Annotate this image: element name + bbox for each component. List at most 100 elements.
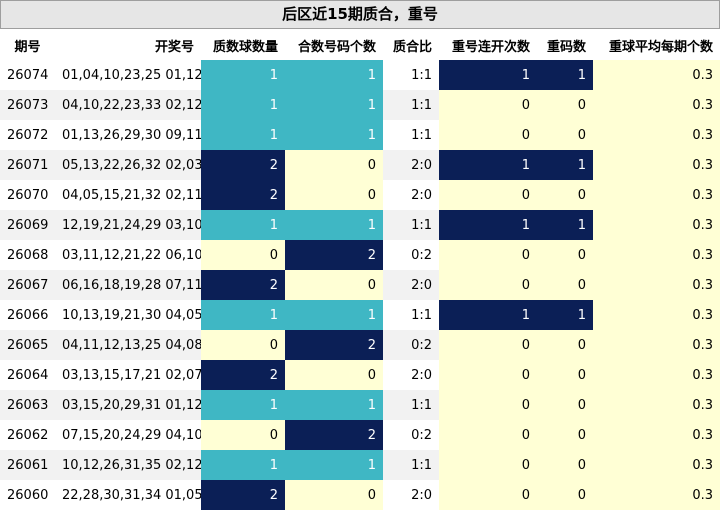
cell-ratio: 0:2: [383, 240, 439, 270]
cell-repeat-average: 0.3: [593, 420, 720, 450]
cell-ratio: 1:1: [383, 390, 439, 420]
cell-numbers: 12,19,21,24,29 03,10: [55, 210, 201, 240]
cell-repeat-count: 0: [537, 330, 593, 360]
cell-period: 26073: [0, 90, 55, 120]
cell-repeat-count: 0: [537, 270, 593, 300]
cell-ratio: 2:0: [383, 180, 439, 210]
cell-ratio: 1:1: [383, 90, 439, 120]
cell-composite-count: 1: [285, 300, 383, 330]
cell-repeat-average: 0.3: [593, 300, 720, 330]
cell-repeat-streak: 1: [439, 150, 537, 180]
cell-repeat-average: 0.3: [593, 150, 720, 180]
table-row: 26068 03,11,12,21,22 06,10 0 2 0:2 0 0 0.3: [0, 240, 720, 270]
cell-ratio: 2:0: [383, 270, 439, 300]
cell-repeat-streak: 1: [439, 210, 537, 240]
cell-period: 26061: [0, 450, 55, 480]
cell-period: 26066: [0, 300, 55, 330]
cell-prime-count: 1: [201, 300, 285, 330]
cell-numbers: 03,13,15,17,21 02,07: [55, 360, 201, 390]
cell-prime-count: 0: [201, 420, 285, 450]
cell-prime-count: 2: [201, 180, 285, 210]
cell-period: 26065: [0, 330, 55, 360]
cell-repeat-streak: 0: [439, 270, 537, 300]
cell-ratio: 0:2: [383, 330, 439, 360]
cell-composite-count: 1: [285, 120, 383, 150]
table-title: 后区近15期质合，重号: [0, 0, 720, 29]
cell-composite-count: 2: [285, 420, 383, 450]
cell-repeat-count: 0: [537, 360, 593, 390]
cell-ratio: 1:1: [383, 120, 439, 150]
header-composite-count: 合数号码个数: [285, 30, 383, 60]
table-row: 26061 10,12,26,31,35 02,12 1 1 1:1 0 0 0.3: [0, 450, 720, 480]
cell-period: 26063: [0, 390, 55, 420]
cell-repeat-average: 0.3: [593, 270, 720, 300]
cell-composite-count: 2: [285, 240, 383, 270]
cell-ratio: 2:0: [383, 150, 439, 180]
cell-repeat-count: 0: [537, 180, 593, 210]
table-row: 26072 01,13,26,29,30 09,11 1 1 1:1 0 0 0.3: [0, 120, 720, 150]
cell-numbers: 01,04,10,23,25 01,12: [55, 60, 201, 90]
cell-repeat-average: 0.3: [593, 120, 720, 150]
cell-repeat-average: 0.3: [593, 240, 720, 270]
cell-ratio: 1:1: [383, 450, 439, 480]
cell-repeat-count: 0: [537, 420, 593, 450]
cell-repeat-streak: 0: [439, 90, 537, 120]
header-ratio: 质合比: [383, 30, 439, 60]
cell-period: 26072: [0, 120, 55, 150]
cell-numbers: 03,11,12,21,22 06,10: [55, 240, 201, 270]
table-row: 26071 05,13,22,26,32 02,03 2 0 2:0 1 1 0.3: [0, 150, 720, 180]
table-body: 26074 01,04,10,23,25 01,12 1 1 1:1 1 1 0.3 26073…: [0, 60, 720, 510]
cell-repeat-count: 0: [537, 450, 593, 480]
cell-repeat-count: 1: [537, 300, 593, 330]
cell-numbers: 06,16,18,19,28 07,11: [55, 270, 201, 300]
table-row: 26073 04,10,22,23,33 02,12 1 1 1:1 0 0 0.3: [0, 90, 720, 120]
cell-period: 26068: [0, 240, 55, 270]
header-row: 期号 开奖号 质数球数量 合数号码个数 质合比 重号连开次数 重码数 重球平均每…: [0, 30, 720, 60]
cell-prime-count: 2: [201, 480, 285, 510]
cell-numbers: 10,12,26,31,35 02,12: [55, 450, 201, 480]
cell-ratio: 0:2: [383, 420, 439, 450]
cell-repeat-streak: 0: [439, 390, 537, 420]
table-row: 26065 04,11,12,13,25 04,08 0 2 0:2 0 0 0.3: [0, 330, 720, 360]
cell-ratio: 1:1: [383, 210, 439, 240]
cell-repeat-average: 0.3: [593, 480, 720, 510]
header-prime-count: 质数球数量: [201, 30, 285, 60]
cell-prime-count: 2: [201, 270, 285, 300]
cell-repeat-count: 1: [537, 60, 593, 90]
cell-period: 26062: [0, 420, 55, 450]
cell-repeat-average: 0.3: [593, 360, 720, 390]
header-period: 期号: [0, 30, 55, 60]
cell-prime-count: 1: [201, 210, 285, 240]
cell-prime-count: 1: [201, 60, 285, 90]
cell-repeat-count: 1: [537, 150, 593, 180]
cell-repeat-streak: 1: [439, 60, 537, 90]
cell-repeat-average: 0.3: [593, 210, 720, 240]
cell-repeat-count: 0: [537, 120, 593, 150]
header-repeat-average: 重球平均每期个数: [593, 30, 720, 60]
cell-composite-count: 1: [285, 210, 383, 240]
cell-repeat-streak: 0: [439, 480, 537, 510]
header-repeat-streak: 重号连开次数: [439, 30, 537, 60]
cell-composite-count: 0: [285, 150, 383, 180]
cell-numbers: 01,13,26,29,30 09,11: [55, 120, 201, 150]
cell-repeat-count: 0: [537, 90, 593, 120]
cell-repeat-streak: 0: [439, 240, 537, 270]
cell-prime-count: 0: [201, 330, 285, 360]
header-numbers: 开奖号: [55, 30, 201, 60]
cell-repeat-count: 1: [537, 210, 593, 240]
cell-prime-count: 1: [201, 450, 285, 480]
table-row: 26067 06,16,18,19,28 07,11 2 0 2:0 0 0 0.3: [0, 270, 720, 300]
cell-repeat-streak: 0: [439, 180, 537, 210]
cell-prime-count: 1: [201, 90, 285, 120]
cell-composite-count: 0: [285, 180, 383, 210]
cell-prime-count: 1: [201, 390, 285, 420]
cell-prime-count: 2: [201, 150, 285, 180]
cell-repeat-count: 0: [537, 480, 593, 510]
cell-repeat-count: 0: [537, 240, 593, 270]
cell-repeat-count: 0: [537, 390, 593, 420]
cell-composite-count: 2: [285, 330, 383, 360]
cell-prime-count: 0: [201, 240, 285, 270]
header-repeat-count: 重码数: [537, 30, 593, 60]
cell-repeat-average: 0.3: [593, 330, 720, 360]
cell-period: 26067: [0, 270, 55, 300]
